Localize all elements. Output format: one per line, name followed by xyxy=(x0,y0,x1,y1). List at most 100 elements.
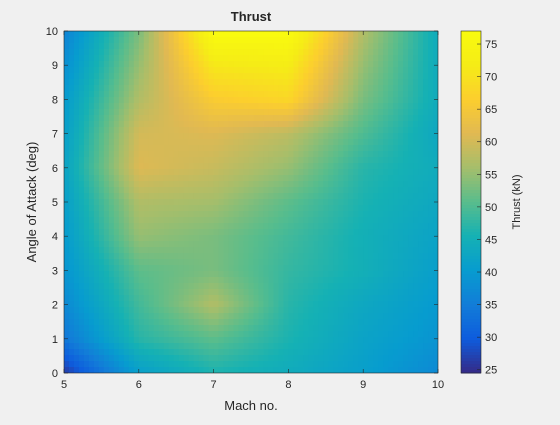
heatmap-cell xyxy=(218,145,225,152)
heatmap-cell xyxy=(348,295,354,302)
heatmap-cell xyxy=(428,301,434,308)
heatmap-cell xyxy=(118,313,125,320)
heatmap-cell xyxy=(253,163,260,170)
heatmap-cell xyxy=(308,175,314,182)
heatmap-cell xyxy=(423,49,429,56)
heatmap-cell xyxy=(148,367,155,373)
heatmap-cell xyxy=(428,103,434,110)
heatmap-cell xyxy=(153,235,160,242)
heatmap-cell xyxy=(373,31,379,38)
heatmap-cell xyxy=(208,343,215,350)
heatmap-cell xyxy=(323,49,329,56)
heatmap-cell xyxy=(213,355,220,362)
heatmap-cell xyxy=(233,343,240,350)
heatmap-cell xyxy=(228,325,235,332)
heatmap-cell xyxy=(183,199,190,206)
heatmap-cell xyxy=(393,271,399,278)
heatmap-cell xyxy=(273,61,280,68)
heatmap-cell xyxy=(338,127,344,134)
heatmap-cell xyxy=(118,247,125,254)
heatmap-cell xyxy=(198,229,205,236)
heatmap-cell xyxy=(248,193,255,200)
heatmap-cell xyxy=(248,103,255,110)
heatmap-cell xyxy=(348,61,354,68)
heatmap-cell xyxy=(378,337,384,344)
heatmap-cell xyxy=(303,349,309,356)
heatmap-cell xyxy=(253,319,260,326)
heatmap-cell xyxy=(318,343,324,350)
heatmap-cell xyxy=(213,85,220,92)
heatmap-cell xyxy=(123,91,130,98)
heatmap-cell xyxy=(88,367,95,373)
heatmap-cell xyxy=(258,49,265,56)
heatmap-cell xyxy=(373,259,379,266)
heatmap-cell xyxy=(343,367,349,373)
heatmap-cell xyxy=(273,325,280,332)
heatmap-cell xyxy=(328,367,334,373)
heatmap-cell xyxy=(258,37,265,44)
heatmap-cell xyxy=(328,43,334,50)
colorbar-step xyxy=(461,298,481,302)
heatmap-cell xyxy=(323,325,329,332)
heatmap-cell xyxy=(73,151,80,158)
heatmap-cell xyxy=(128,97,135,104)
heatmap-cell xyxy=(78,313,85,320)
heatmap-cell xyxy=(373,223,379,230)
heatmap-cell xyxy=(373,157,379,164)
heatmap-cell xyxy=(333,289,339,296)
heatmap-cell xyxy=(68,193,75,200)
heatmap-cell xyxy=(138,91,145,98)
heatmap-cell xyxy=(258,313,265,320)
heatmap-cell xyxy=(253,235,260,242)
heatmap-cell xyxy=(398,121,404,128)
heatmap-cell xyxy=(208,277,215,284)
heatmap-cell xyxy=(308,187,314,194)
heatmap-cell xyxy=(133,79,140,86)
heatmap-cell xyxy=(288,277,294,284)
heatmap-cell xyxy=(333,43,339,50)
heatmap-cell xyxy=(83,337,90,344)
heatmap-cell xyxy=(318,187,324,194)
heatmap-cell xyxy=(98,181,105,188)
heatmap-cell xyxy=(408,325,414,332)
heatmap-cell xyxy=(418,283,424,290)
heatmap-cell xyxy=(393,361,399,368)
colorbar-step xyxy=(461,70,481,74)
heatmap-cell xyxy=(78,307,85,314)
heatmap-cell xyxy=(248,349,255,356)
heatmap-cell xyxy=(343,79,349,86)
heatmap-cell xyxy=(318,55,324,62)
heatmap-cell xyxy=(188,199,195,206)
heatmap-cell xyxy=(253,307,260,314)
heatmap-cell xyxy=(253,175,260,182)
heatmap-cell xyxy=(168,295,175,302)
heatmap-cell xyxy=(218,103,225,110)
heatmap-cell xyxy=(258,121,265,128)
heatmap-cell xyxy=(188,67,195,74)
heatmap-cell xyxy=(238,139,245,146)
heatmap-cell xyxy=(418,367,424,373)
heatmap-cell xyxy=(313,121,319,128)
heatmap-cell xyxy=(368,355,374,362)
colorbar-step xyxy=(461,262,481,266)
heatmap-cell xyxy=(213,67,220,74)
heatmap-cell xyxy=(218,85,225,92)
heatmap-cell xyxy=(108,187,115,194)
heatmap-cell xyxy=(113,121,120,128)
heatmap-cell xyxy=(223,37,230,44)
heatmap-cell xyxy=(173,253,180,260)
heatmap-cell xyxy=(283,151,289,158)
heatmap-cell xyxy=(188,145,195,152)
heatmap-cell xyxy=(128,175,135,182)
heatmap-cell xyxy=(93,319,100,326)
heatmap-cell xyxy=(263,37,270,44)
heatmap-cell xyxy=(368,265,374,272)
heatmap-cell xyxy=(373,73,379,80)
heatmap-cell xyxy=(168,187,175,194)
heatmap-cell xyxy=(143,79,150,86)
heatmap-cell xyxy=(283,211,289,218)
heatmap-cell xyxy=(383,217,389,224)
heatmap-cell xyxy=(253,241,260,248)
heatmap-cell xyxy=(353,103,359,110)
heatmap-cell xyxy=(78,247,85,254)
